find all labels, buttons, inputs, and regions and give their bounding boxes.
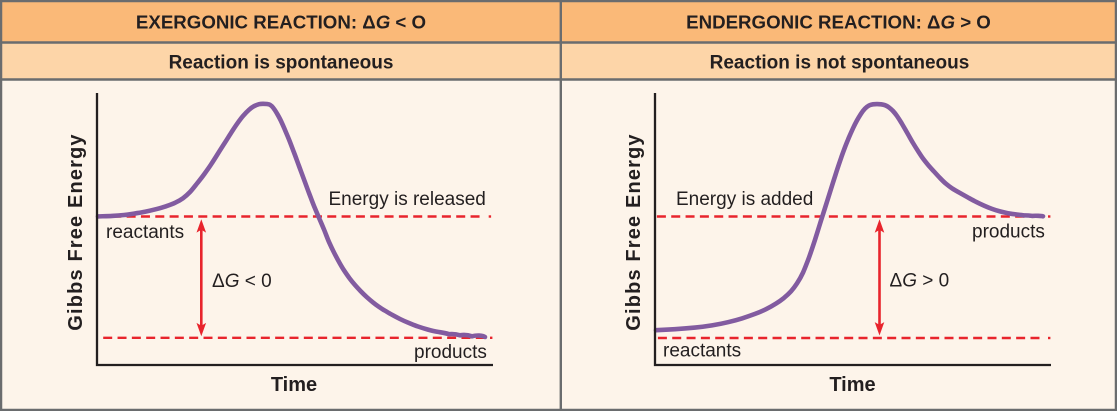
svg-text:Energy is released: Energy is released [329,189,486,210]
svg-text:Reaction is spontaneous: Reaction is spontaneous [169,53,394,74]
svg-text:ΔG > 0: ΔG > 0 [890,271,950,292]
svg-text:products: products [414,342,487,363]
svg-text:reactants: reactants [106,222,184,243]
svg-text:reactants: reactants [663,341,741,362]
svg-text:Reaction is not spontaneous: Reaction is not spontaneous [710,53,970,74]
svg-text:products: products [972,222,1045,243]
svg-text:Time: Time [271,374,317,396]
svg-text:Gibbs Free Energy: Gibbs Free Energy [65,133,87,330]
svg-text:Gibbs Free Energy: Gibbs Free Energy [623,133,645,330]
svg-text:EXERGONIC REACTION: ΔG < O: EXERGONIC REACTION: ΔG < O [136,12,426,33]
svg-text:ΔG < 0: ΔG < 0 [212,271,272,292]
svg-text:ENDERGONIC REACTION: ΔG > O: ENDERGONIC REACTION: ΔG > O [686,12,991,33]
svg-text:Energy is added: Energy is added [676,189,813,210]
svg-text:Time: Time [829,374,875,396]
